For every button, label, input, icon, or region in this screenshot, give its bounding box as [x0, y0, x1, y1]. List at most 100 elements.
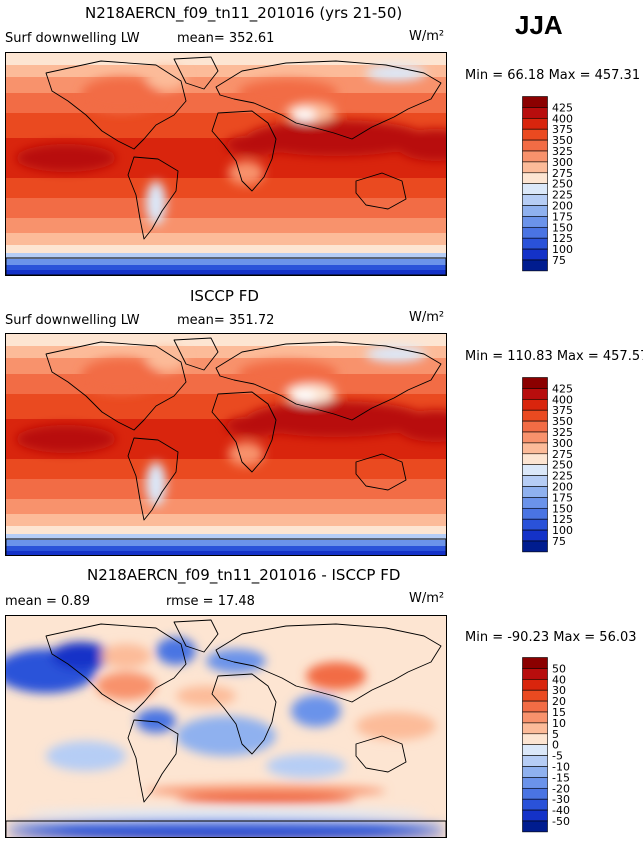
colorbar-tick-label: 325 [552, 145, 573, 158]
map-field-anomaly [226, 416, 286, 436]
panel2-units: W/m² [409, 310, 445, 325]
panel2-minmax: Min = 110.83 Max = 457.57 [465, 349, 643, 364]
colorbar-tick-label: 275 [552, 167, 573, 180]
map-field-anomaly [81, 77, 161, 113]
map-latitude-band [6, 540, 446, 546]
map-field-anomaly [226, 135, 286, 155]
colorbar-tick-label: 5 [552, 728, 559, 741]
coastline-north-america [45, 341, 187, 431]
map-field-anomaly [228, 161, 264, 185]
colorbar-tick-label: 250 [552, 459, 573, 472]
map-latitude-band [6, 479, 446, 499]
colorbar-swatch [522, 755, 548, 767]
map-latitude-band [6, 526, 446, 534]
colorbar-tick-label: 425 [552, 101, 573, 114]
colorbar-swatch [522, 194, 548, 206]
coastline-antarctica [6, 538, 446, 555]
colorbar-tick-label: 325 [552, 426, 573, 439]
panel3-mean: mean = 0.89 [5, 594, 90, 609]
colorbar-swatch [522, 711, 548, 724]
map-field-anomaly [176, 795, 356, 803]
colorbar-tick-label: 150 [552, 221, 573, 234]
colorbar-swatch [522, 678, 548, 691]
coastline-north-america [45, 60, 187, 150]
map-field-anomaly [6, 829, 446, 837]
colorbar-swatch [522, 128, 548, 141]
map-latitude-band [6, 218, 446, 233]
map-svg [6, 334, 446, 555]
colorbar-tick-label: 400 [552, 112, 573, 125]
coastline-eurasia [215, 341, 442, 421]
colorbar-swatch [522, 700, 548, 713]
panel3-rmse: rmse = 17.48 [166, 594, 255, 609]
colorbar-tick-label: 40 [552, 673, 566, 686]
colorbar-swatch [522, 259, 548, 272]
coastline-north-america [45, 623, 187, 713]
map-latitude-band [6, 65, 446, 77]
map-field-anomaly [356, 712, 436, 740]
colorbar-tick-label: 50 [552, 662, 566, 675]
map-field-anomaly [26, 809, 426, 819]
colorbar-swatch [522, 388, 548, 400]
colorbar-tick-label: 375 [552, 404, 573, 417]
map-latitude-band [6, 259, 446, 265]
colorbar-swatch [522, 96, 548, 108]
colorbar-swatch [522, 205, 548, 217]
colorbar-tick-label: 375 [552, 123, 573, 136]
map-field-anomaly [366, 346, 426, 362]
colorbar-swatch [522, 766, 548, 778]
colorbar-swatch [522, 377, 548, 389]
map-field-anomaly [101, 644, 151, 668]
map-latitude-band [6, 534, 446, 540]
map-field-anomaly [156, 637, 196, 665]
coastline-south-america [127, 437, 179, 521]
colorbar-swatch [522, 139, 548, 152]
coastline-antarctica [6, 820, 446, 837]
map-field-anomaly [146, 347, 186, 371]
map-field-anomaly [146, 785, 386, 797]
map-latitude-band [6, 514, 446, 526]
colorbar-tick-label: -10 [552, 760, 570, 773]
colorbar-swatch [522, 733, 548, 745]
colorbar-tick-label: 175 [552, 210, 573, 223]
colorbar-tick-label: -5 [552, 750, 563, 763]
colorbar-tick-label: -30 [552, 793, 570, 806]
map-field-anomaly [206, 649, 266, 673]
colorbar-swatch [522, 787, 548, 800]
colorbar-tick-label: 75 [552, 535, 566, 548]
panel2-map [5, 333, 447, 556]
map-field-anomaly [146, 181, 166, 225]
coastline-south-america [127, 156, 179, 240]
coastline-south-america [127, 719, 179, 803]
panel2-title: ISCCP FD [190, 287, 259, 305]
colorbar-tick-label: 300 [552, 156, 573, 169]
panel3-units: W/m² [409, 591, 445, 606]
map-field-anomaly [291, 695, 341, 727]
colorbar-swatch [522, 161, 548, 174]
map-field-anomaly [396, 410, 446, 442]
colorbar-tick-label: 20 [552, 695, 566, 708]
colorbar-swatch [522, 540, 548, 553]
colorbar-tick-label: 100 [552, 243, 573, 256]
colorbar-swatch [522, 668, 548, 680]
coastline-antarctica [6, 257, 446, 275]
colorbar-tick-label: 350 [552, 415, 573, 428]
map-field-anomaly [176, 686, 236, 706]
map-svg [6, 53, 446, 275]
colorbar-swatch [522, 237, 548, 250]
map-field-anomaly [246, 401, 426, 437]
colorbar-swatch [522, 172, 548, 184]
colorbar-swatch [522, 248, 548, 261]
season-label: JJA [515, 10, 563, 40]
map-field-anomaly [266, 754, 346, 778]
map-svg [6, 616, 446, 837]
colorbar-tick-label: 400 [552, 393, 573, 406]
colorbar-swatch [522, 744, 548, 756]
colorbar-svg: 4254003753503253002752502252001751501251… [522, 96, 573, 272]
colorbar-swatch [522, 464, 548, 476]
map-latitude-band [6, 546, 446, 551]
colorbar-swatch [522, 657, 548, 669]
map-field-anomaly [366, 65, 426, 81]
colorbar-swatch [522, 216, 548, 228]
panel1-map [5, 52, 447, 276]
